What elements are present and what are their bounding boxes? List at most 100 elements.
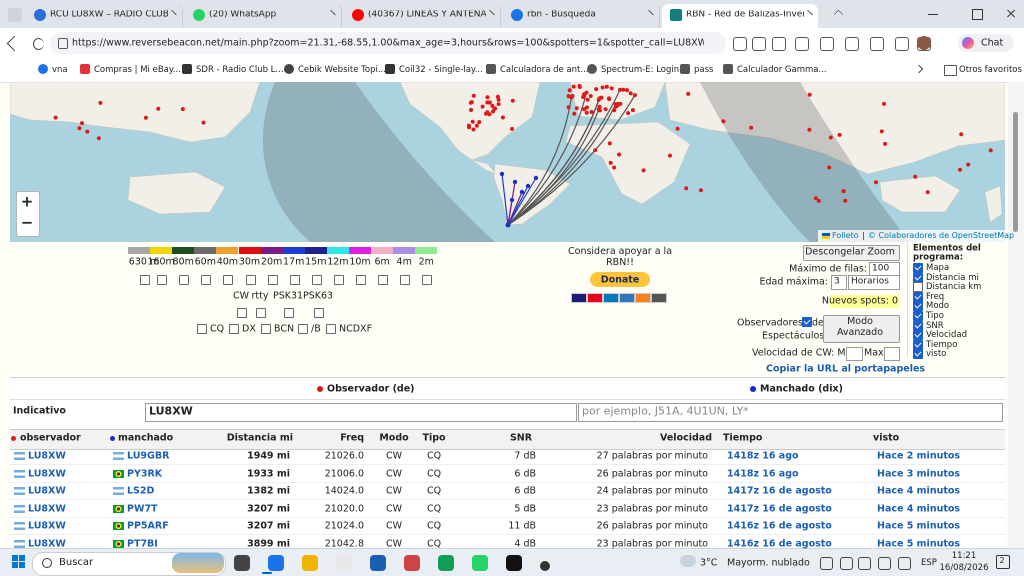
checkbox[interactable]: [913, 263, 923, 273]
address-bar[interactable]: [50, 32, 726, 54]
checkbox[interactable]: [913, 349, 923, 360]
map[interactable]: [10, 82, 1005, 242]
table-cell[interactable]: 1418z 16 ago: [727, 450, 799, 462]
checkbox[interactable]: [237, 308, 247, 318]
zoom-out[interactable]: −: [20, 213, 34, 232]
table-cell[interactable]: LU8XW: [28, 537, 66, 549]
checkbox[interactable]: [913, 311, 923, 321]
table-cell[interactable]: PT7BI: [127, 537, 158, 549]
tab[interactable]: [662, 4, 818, 28]
checkbox[interactable]: [326, 324, 336, 334]
checkbox[interactable]: [267, 275, 278, 285]
donate-button[interactable]: [590, 272, 650, 287]
table-cell[interactable]: Hace 4 minutos: [877, 502, 961, 514]
toolbar-icon[interactable]: [870, 37, 884, 51]
checkbox[interactable]: [913, 272, 923, 283]
table-cell[interactable]: PW7T: [127, 502, 158, 514]
taskbar-app[interactable]: [404, 555, 420, 571]
bookmark[interactable]: vna: [52, 64, 68, 75]
bookmark[interactable]: Cebik Website Topi...: [298, 64, 386, 75]
checkbox[interactable]: [284, 308, 294, 318]
cw-max-input[interactable]: [884, 347, 900, 361]
table-cell[interactable]: PP5ARF: [127, 520, 169, 532]
table-cell[interactable]: LU8XW: [28, 502, 66, 514]
reload-button[interactable]: [33, 38, 44, 50]
toolbar-icon[interactable]: [845, 37, 859, 51]
bookmark[interactable]: Spectrum-E: Login: [601, 64, 680, 75]
checkbox[interactable]: [802, 317, 812, 327]
table-cell[interactable]: Hace 5 minutos: [877, 520, 961, 532]
max-age-unit-select[interactable]: [848, 275, 900, 290]
checkbox[interactable]: [311, 275, 322, 285]
table-cell[interactable]: LU8XW: [28, 450, 66, 462]
tab[interactable]: [503, 4, 660, 28]
taskbar-app[interactable]: [302, 555, 318, 571]
tab[interactable]: [344, 4, 501, 28]
checkbox[interactable]: [333, 275, 344, 285]
table-cell[interactable]: LU8XW: [28, 485, 66, 497]
checkbox[interactable]: [140, 275, 150, 285]
table-cell[interactable]: LS2D: [127, 485, 155, 497]
attribution-link[interactable]: © Colaboradores de OpenStreetMap: [868, 231, 1015, 240]
checkbox[interactable]: [378, 275, 389, 285]
checkbox[interactable]: [245, 275, 256, 285]
scroll-thumb[interactable]: [1013, 112, 1018, 232]
table-cell[interactable]: LU8XW: [28, 520, 66, 532]
taskbar-app[interactable]: [336, 555, 352, 571]
checkbox[interactable]: [913, 282, 923, 293]
checkbox[interactable]: [157, 275, 168, 285]
spotted-input[interactable]: [578, 403, 1003, 422]
bookmark[interactable]: SDR - Radio Club L...: [196, 64, 284, 75]
checkbox[interactable]: [223, 275, 234, 285]
taskbar-app[interactable]: [472, 555, 488, 571]
checkbox[interactable]: [298, 324, 308, 334]
table-cell[interactable]: LU9GBR: [127, 450, 170, 462]
tray-icon[interactable]: [820, 557, 833, 570]
checkbox[interactable]: [913, 330, 923, 341]
bookmark[interactable]: Calculadora de ant...: [500, 64, 589, 75]
checkbox[interactable]: [356, 275, 366, 285]
bookmark[interactable]: pass: [694, 64, 714, 75]
toolbar-icon[interactable]: [895, 37, 909, 51]
taskbar-app[interactable]: [234, 555, 250, 571]
checkbox[interactable]: [400, 275, 411, 285]
checkbox[interactable]: [256, 308, 266, 318]
zoom-in[interactable]: +: [20, 192, 34, 211]
toolbar-icon[interactable]: [752, 37, 766, 51]
attribution-link[interactable]: Folleto: [832, 231, 859, 240]
table-cell[interactable]: Hace 2 minutos: [877, 450, 961, 462]
tab-menu[interactable]: [8, 8, 22, 22]
toolbar-icon[interactable]: [733, 37, 747, 51]
checkbox[interactable]: [197, 324, 207, 334]
table-cell[interactable]: Hace 3 minutos: [877, 467, 961, 479]
bookmark[interactable]: Calculador Gamma...: [737, 64, 827, 75]
taskbar-app[interactable]: [268, 555, 284, 571]
unfreeze-zoom-button[interactable]: [803, 245, 900, 261]
table-cell[interactable]: Hace 5 minutos: [877, 537, 961, 549]
checkbox[interactable]: [913, 320, 923, 331]
table-cell[interactable]: 1417z 16 de agosto: [727, 502, 832, 514]
table-cell[interactable]: 1417z 16 de agosto: [727, 485, 832, 497]
scrollbar[interactable]: [1008, 82, 1024, 548]
tray-icon[interactable]: [878, 557, 891, 570]
window-minimize[interactable]: [928, 14, 938, 15]
checkbox[interactable]: [422, 275, 433, 285]
checkbox[interactable]: [261, 324, 271, 334]
checkbox[interactable]: [913, 301, 923, 312]
notification-icon[interactable]: [996, 555, 1010, 569]
tray-icon[interactable]: [898, 557, 911, 570]
checkbox[interactable]: [289, 275, 300, 285]
checkbox[interactable]: [229, 324, 239, 334]
table-cell[interactable]: Hace 4 minutos: [877, 485, 961, 497]
advanced-mode-button[interactable]: [823, 315, 900, 343]
cw-min-input[interactable]: [846, 347, 863, 361]
taskbar-app[interactable]: [438, 555, 454, 571]
tab[interactable]: [185, 4, 342, 28]
toolbar-icon[interactable]: [772, 37, 786, 51]
profile-avatar[interactable]: [917, 36, 931, 50]
taskbar-app[interactable]: [370, 555, 386, 571]
checkbox[interactable]: [201, 275, 212, 285]
bookmark[interactable]: Compras | Mi eBay...: [94, 64, 181, 75]
toolbar-icon[interactable]: [795, 37, 809, 51]
other-bookmarks[interactable]: Otros favoritos: [959, 64, 1022, 75]
